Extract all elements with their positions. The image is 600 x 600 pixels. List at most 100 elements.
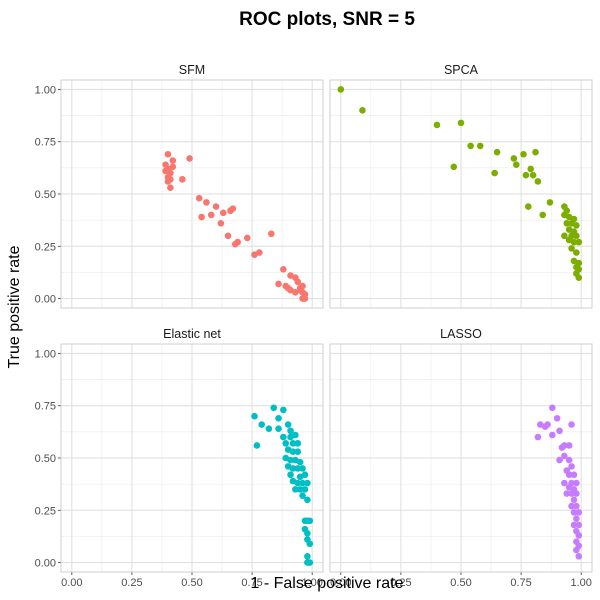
- data-point: [573, 479, 580, 487]
- data-point: [253, 442, 261, 449]
- facet-label-sfm: SFM: [179, 63, 205, 77]
- data-point: [570, 509, 578, 516]
- data-point: [568, 421, 575, 428]
- x-tick-label: 0.50: [450, 577, 471, 589]
- data-point: [525, 203, 532, 210]
- data-point: [556, 427, 563, 435]
- panel-border: [329, 79, 593, 309]
- data-point: [179, 176, 186, 183]
- data-point: [164, 150, 172, 158]
- data-point: [243, 234, 251, 242]
- data-point: [529, 171, 537, 179]
- data-point: [549, 431, 556, 439]
- data-point: [169, 163, 177, 171]
- data-point: [573, 249, 580, 256]
- data-point: [561, 232, 568, 240]
- data-point: [565, 471, 573, 479]
- x-tick-label: 0.00: [61, 577, 82, 589]
- y-tick-label: 0.00: [35, 294, 56, 306]
- data-point: [292, 486, 299, 493]
- data-point: [299, 289, 306, 296]
- data-point: [520, 150, 527, 158]
- data-point: [186, 155, 193, 162]
- data-point: [294, 479, 302, 487]
- data-point: [565, 456, 573, 464]
- data-point: [546, 199, 554, 206]
- y-tick-label: 0.75: [35, 137, 56, 149]
- data-point: [573, 222, 580, 229]
- data-point: [304, 479, 311, 487]
- data-point: [527, 165, 535, 173]
- data-point: [229, 205, 237, 212]
- data-point: [280, 433, 287, 441]
- data-point: [289, 448, 297, 456]
- data-point: [476, 142, 484, 150]
- data-point: [561, 479, 568, 487]
- data-point: [212, 203, 220, 210]
- x-tick-label: 0.00: [330, 577, 351, 589]
- data-point: [224, 232, 232, 240]
- data-point: [299, 492, 306, 499]
- y-tick-label: 1.00: [35, 84, 56, 96]
- y-tick-label: 1.00: [35, 348, 56, 360]
- data-point: [563, 490, 571, 497]
- data-point: [433, 121, 441, 129]
- data-point: [299, 479, 306, 487]
- data-point: [534, 433, 542, 441]
- facet-sfm: SFM 0.00 0.25 0.50 0.75 1.00: [35, 63, 324, 309]
- data-point: [573, 515, 580, 522]
- facet-spca: SPCA: [329, 63, 593, 309]
- data-point: [289, 465, 297, 472]
- data-point: [287, 471, 294, 479]
- x-tick-label: 0.75: [510, 577, 531, 589]
- data-point: [294, 465, 302, 472]
- data-point: [563, 219, 571, 227]
- data-point: [491, 169, 498, 177]
- facet-panels: SFM 0.00 0.25 0.50 0.75 1.00 SPCA Elastic net 0.…: [35, 63, 593, 589]
- data-point: [575, 238, 583, 246]
- data-point: [284, 421, 292, 428]
- data-point: [549, 404, 556, 412]
- data-point: [493, 148, 501, 156]
- chart-title: ROC plots, SNR = 5: [239, 9, 415, 30]
- data-point: [280, 406, 287, 414]
- panel-border: [60, 343, 324, 573]
- data-point: [510, 155, 518, 162]
- data-point: [570, 521, 578, 529]
- data-point: [512, 161, 520, 169]
- x-axis-title: 1 - False positive rate: [251, 575, 404, 592]
- data-point: [568, 502, 575, 510]
- data-point: [294, 278, 302, 286]
- data-point: [294, 440, 302, 447]
- x-tick-label: 0.25: [121, 577, 142, 589]
- data-point: [268, 230, 275, 238]
- data-point: [169, 157, 177, 164]
- facet-label-lasso: LASSO: [440, 327, 482, 341]
- y-axis-title: True positive rate: [6, 245, 23, 368]
- data-point: [287, 427, 294, 435]
- data-point: [337, 86, 345, 93]
- data-point: [457, 119, 465, 127]
- data-point: [573, 490, 580, 497]
- data-point: [573, 232, 580, 240]
- data-point: [203, 199, 210, 206]
- data-point: [296, 458, 304, 466]
- data-point: [251, 412, 258, 420]
- data-point: [164, 178, 172, 185]
- data-point: [568, 463, 575, 470]
- data-point: [219, 209, 227, 217]
- data-point: [217, 219, 225, 227]
- facet-label-spca: SPCA: [444, 63, 479, 77]
- data-point: [565, 442, 573, 449]
- facet-lasso: LASSO 0.00 0.25 0.50 0.75 1.00: [329, 327, 593, 589]
- data-point: [275, 425, 282, 433]
- y-tick-label: 0.75: [35, 401, 56, 413]
- data-point: [270, 404, 278, 412]
- data-point: [198, 213, 205, 221]
- data-point: [256, 249, 263, 256]
- data-point: [556, 456, 563, 464]
- data-point: [306, 517, 314, 525]
- data-point: [568, 245, 575, 252]
- data-point: [304, 530, 311, 537]
